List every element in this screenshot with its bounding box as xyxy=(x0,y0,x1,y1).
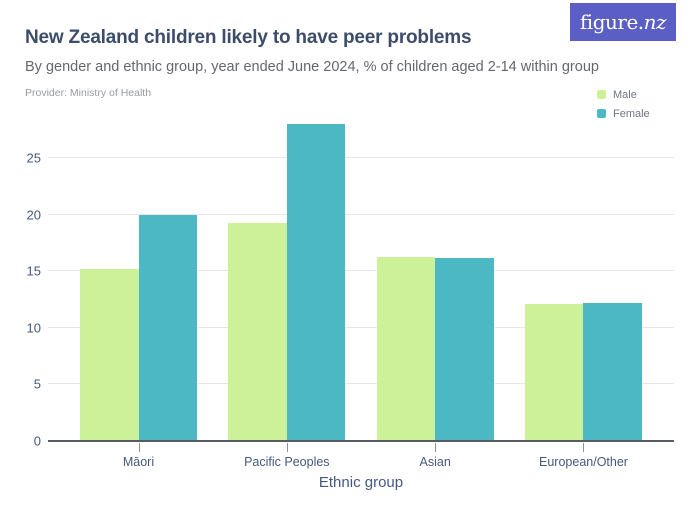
bar-group-m-ori: Māori xyxy=(80,214,197,469)
legend-label: Male xyxy=(613,88,637,101)
figure-nz-logo[interactable]: figure. nz xyxy=(570,3,676,41)
y-tick-label-0: 0 xyxy=(33,433,41,449)
y-tick-label-5: 5 xyxy=(33,376,41,392)
x-label-m-ori: Māori xyxy=(122,455,155,469)
x-tick-asian xyxy=(435,443,437,452)
bar-group-european-other: European/Other xyxy=(524,303,642,469)
x-tick-european-other xyxy=(583,443,585,452)
bar-female-asian[interactable] xyxy=(435,257,494,441)
y-tick-label-20: 20 xyxy=(26,207,41,223)
chart-legend: Male Female xyxy=(597,88,650,126)
chart-subtitle: By gender and ethnic group, year ended J… xyxy=(25,59,599,75)
x-axis-line xyxy=(48,440,674,442)
male-swatch-icon xyxy=(597,90,606,99)
bar-group-asian: Asian xyxy=(376,256,494,469)
legend-item-female: Female xyxy=(597,107,650,120)
x-tick-pacific-peoples xyxy=(286,443,288,452)
bar-male-asian[interactable] xyxy=(376,256,436,441)
gridline-15 xyxy=(48,270,674,272)
female-swatch-icon xyxy=(597,109,606,118)
provider-note: Provider: Ministry of Health xyxy=(25,87,152,99)
bar-female-m-ori[interactable] xyxy=(138,214,197,441)
logo-text-figure: figure. xyxy=(579,10,644,34)
legend-label: Female xyxy=(613,107,650,120)
x-axis-title: Ethnic group xyxy=(318,474,404,491)
bar-female-pacific-peoples[interactable] xyxy=(286,124,346,441)
plot-area: Māori Pacific Peoples Asian European/Other … xyxy=(27,113,674,469)
gridline-10 xyxy=(48,326,674,328)
gridline-20 xyxy=(48,213,674,215)
legend-item-male: Male xyxy=(597,88,650,101)
bar-groups: Māori Pacific Peoples Asian European/Other xyxy=(48,113,674,469)
bar-female-european-other[interactable] xyxy=(583,303,642,441)
page-title: New Zealand children likely to have peer… xyxy=(25,27,472,48)
bar-group-pacific-peoples: Pacific Peoples xyxy=(228,124,346,469)
x-label-asian: Asian xyxy=(419,455,451,469)
logo-text-nz: nz xyxy=(643,10,667,34)
x-label-pacific-peoples: Pacific Peoples xyxy=(244,455,330,469)
y-tick-label-25: 25 xyxy=(26,150,41,166)
gridline-5 xyxy=(48,383,674,385)
x-tick-m-ori xyxy=(138,443,140,452)
bar-male-european-other[interactable] xyxy=(524,304,584,441)
y-tick-label-15: 15 xyxy=(26,263,41,279)
gridline-25 xyxy=(48,157,674,159)
y-tick-label-10: 10 xyxy=(26,320,41,336)
bar-male-m-ori[interactable] xyxy=(80,269,139,441)
x-label-european-other: European/Other xyxy=(539,455,628,469)
bar-male-pacific-peoples[interactable] xyxy=(228,222,287,441)
